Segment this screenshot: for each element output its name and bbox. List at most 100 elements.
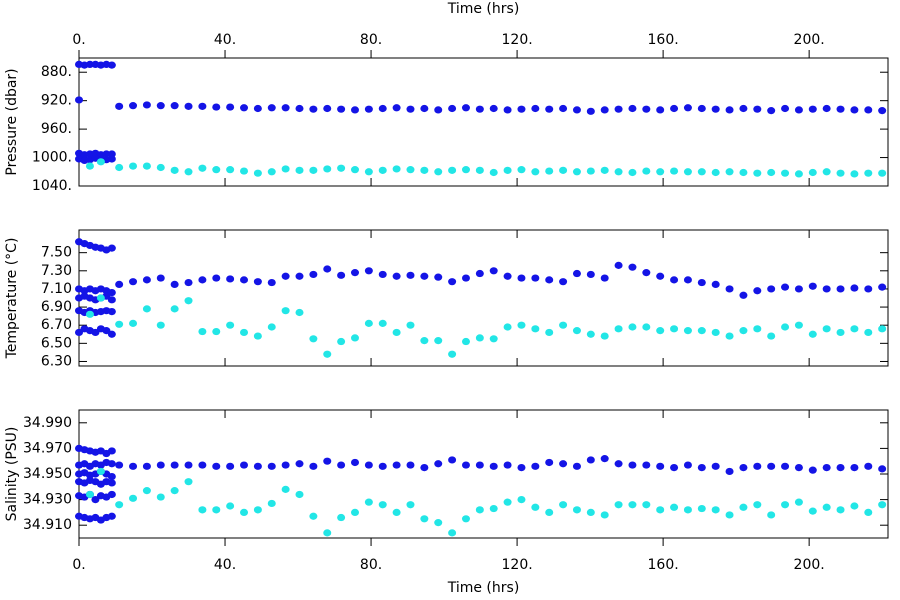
data-point: [170, 166, 179, 174]
data-point: [489, 504, 498, 513]
x-axis-label: Time (hrs): [447, 1, 520, 17]
data-point: [781, 462, 790, 470]
data-point: [836, 328, 845, 337]
data-point: [850, 325, 859, 333]
data-point: [85, 310, 94, 318]
data-point: [240, 461, 249, 469]
data-point: [156, 321, 165, 329]
data-point: [517, 105, 526, 113]
data-point: [836, 105, 845, 113]
data-point: [725, 467, 734, 476]
data-point: [711, 328, 720, 337]
data-point: [309, 462, 318, 470]
data-point: [559, 321, 568, 329]
data-point: [586, 107, 595, 115]
data-point: [406, 271, 415, 279]
data-point: [323, 104, 332, 113]
data-point: [850, 106, 859, 114]
data-point: [323, 165, 332, 173]
data-point: [739, 503, 748, 511]
data-point: [434, 337, 443, 345]
data-point: [434, 106, 443, 114]
data-point: [711, 168, 720, 177]
data-point: [559, 166, 568, 174]
data-point: [864, 285, 873, 293]
data-point: [461, 274, 470, 282]
data-point: [628, 323, 637, 331]
data-point: [656, 272, 665, 280]
data-point: [378, 462, 387, 470]
data-point: [309, 512, 318, 520]
data-point: [448, 278, 457, 286]
y-tick-label: 34.910: [23, 517, 72, 533]
data-point: [559, 460, 568, 468]
data-point: [253, 506, 262, 514]
data-point: [753, 105, 762, 113]
data-point: [337, 337, 346, 346]
data-point: [107, 460, 116, 468]
data-point: [198, 164, 207, 172]
data-point: [683, 168, 692, 176]
data-point: [753, 501, 762, 509]
data-point: [600, 106, 609, 114]
data-point: [107, 296, 116, 304]
data-point: [767, 511, 776, 519]
data-point: [794, 106, 803, 114]
data-point: [267, 278, 276, 287]
data-point: [670, 104, 679, 113]
data-point: [212, 274, 221, 282]
x-axis-label: Time (hrs): [447, 580, 520, 596]
data-point: [559, 501, 568, 509]
data-point: [739, 291, 748, 299]
data-point: [323, 265, 332, 273]
y-tick-label: 920.: [41, 93, 72, 109]
data-point: [91, 328, 100, 337]
y-tick-label: 960.: [41, 121, 72, 137]
data-point: [711, 462, 720, 470]
data-point: [683, 461, 692, 469]
data-point: [461, 337, 470, 346]
data-point: [337, 513, 346, 522]
data-point: [683, 276, 692, 284]
data-point: [628, 461, 637, 469]
data-point: [697, 168, 706, 176]
data-point: [850, 170, 859, 178]
data-point: [107, 330, 116, 338]
data-point: [156, 274, 165, 282]
data-point: [656, 506, 665, 514]
data-point: [115, 320, 124, 328]
y-axis-label: Salinity (PSU): [4, 427, 20, 522]
data-point: [572, 506, 581, 514]
data-point: [586, 508, 595, 516]
x-tick-label: 80.: [360, 557, 382, 573]
data-point: [503, 272, 512, 280]
data-point: [878, 501, 887, 509]
data-point: [517, 464, 526, 472]
data-point: [794, 321, 803, 329]
data-point: [392, 328, 401, 337]
data-point: [142, 487, 151, 495]
data-point: [503, 106, 512, 114]
data-point: [253, 169, 262, 177]
data-point: [226, 462, 235, 470]
data-point: [808, 105, 817, 113]
data-point: [85, 490, 94, 499]
data-point: [142, 462, 151, 470]
plot-frame: [78, 229, 889, 367]
data-point: [392, 104, 401, 112]
data-point: [337, 271, 346, 279]
data-point: [420, 515, 429, 523]
data-point: [822, 168, 831, 176]
data-point: [794, 464, 803, 472]
data-point: [725, 285, 734, 293]
data-point: [142, 276, 151, 284]
data-point: [364, 267, 373, 275]
data-point: [600, 166, 609, 174]
data-point: [878, 283, 887, 291]
data-point: [697, 464, 706, 472]
data-point: [129, 102, 138, 110]
data-point: [503, 498, 512, 506]
data-point: [461, 515, 470, 523]
y-tick-label: 6.30: [41, 353, 72, 369]
data-point: [475, 166, 484, 174]
